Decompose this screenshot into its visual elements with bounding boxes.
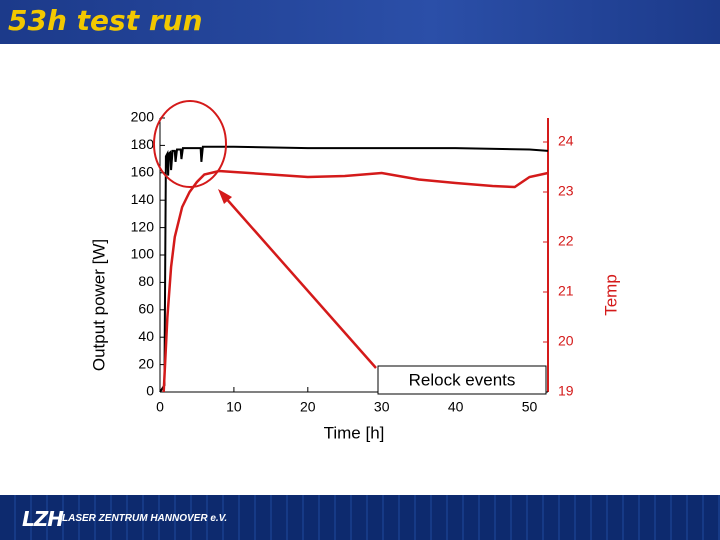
y2-tick-label: 21 bbox=[558, 283, 574, 299]
arrow-head bbox=[218, 189, 232, 204]
y2-tick-label: 22 bbox=[558, 233, 574, 249]
y-tick-label: 180 bbox=[131, 136, 155, 152]
slide-title: 53h test run bbox=[8, 4, 203, 37]
logo: LZH bbox=[22, 507, 64, 531]
chart: Temp Output power [W] Time [h] 24 23 22 21 20 19… bbox=[89, 100, 620, 442]
y2-tick-label: 23 bbox=[558, 183, 574, 199]
series-line bbox=[159, 145, 549, 393]
y-tick-label: 80 bbox=[138, 273, 154, 289]
x-tick-label: 10 bbox=[226, 399, 242, 415]
y-tick-label: 100 bbox=[131, 246, 155, 262]
y-tick-label: 200 bbox=[131, 109, 155, 125]
x-tick-label: 30 bbox=[374, 399, 390, 415]
x-axis-label: Time [h] bbox=[324, 423, 385, 442]
x-tick-label: 50 bbox=[522, 399, 538, 415]
y-tick-label: 140 bbox=[131, 191, 155, 207]
annotation: Relock events bbox=[409, 370, 516, 389]
y-axis-label: Output power [W] bbox=[89, 239, 108, 371]
y-tick-label: 40 bbox=[138, 328, 154, 344]
highlight-circle bbox=[153, 100, 227, 188]
header: 53h test run bbox=[0, 0, 720, 44]
y-tick-label: 120 bbox=[131, 218, 155, 234]
x-tick-label: 40 bbox=[448, 399, 464, 415]
series-line bbox=[162, 169, 549, 393]
y2-tick-label: 24 bbox=[558, 133, 574, 149]
y2-tick-label: 19 bbox=[558, 383, 574, 399]
arrow bbox=[223, 195, 377, 369]
x-tick-label: 20 bbox=[300, 399, 316, 415]
annotation-box bbox=[377, 365, 547, 395]
y-tick-label: 60 bbox=[138, 301, 154, 317]
y-tick-label: 160 bbox=[131, 164, 155, 180]
y-tick-label: 0 bbox=[146, 383, 154, 399]
y2-tick-label: 20 bbox=[558, 333, 574, 349]
y-tick-label: 20 bbox=[138, 355, 154, 371]
organization: LASER ZENTRUM HANNOVER e.V. bbox=[62, 513, 228, 524]
y2-axis-label: Temp bbox=[601, 274, 620, 316]
x-tick-label: 0 bbox=[156, 399, 164, 415]
footer: LZH LASER ZENTRUM HANNOVER e.V. bbox=[0, 495, 720, 540]
